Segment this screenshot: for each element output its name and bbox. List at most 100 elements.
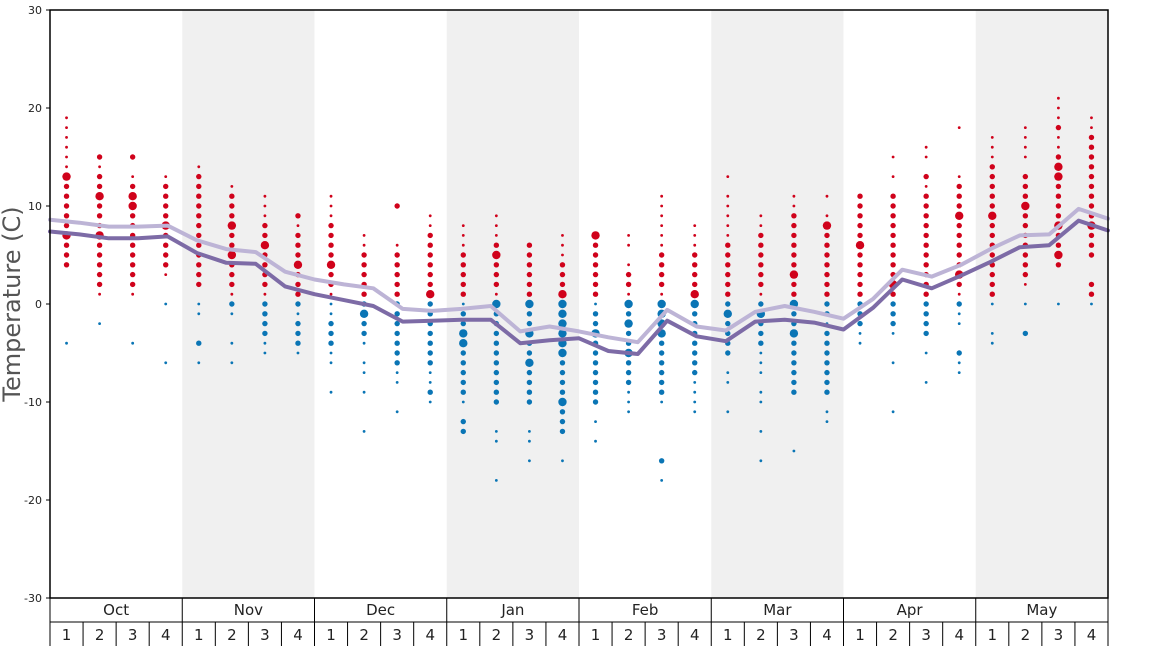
observation-dot xyxy=(426,290,435,299)
observation-dot xyxy=(1055,242,1062,248)
observation-dot xyxy=(461,302,465,306)
observation-dot xyxy=(96,213,103,219)
observation-dot xyxy=(890,193,896,199)
observation-dot xyxy=(924,351,928,355)
observation-dot xyxy=(526,262,533,268)
observation-dot xyxy=(1022,330,1029,337)
observation-dot xyxy=(592,360,599,366)
observation-dot xyxy=(1055,183,1062,190)
observation-dot xyxy=(96,183,103,190)
observation-dot xyxy=(625,379,632,386)
observation-dot xyxy=(657,299,666,309)
observation-dot xyxy=(362,371,366,374)
observation-dot xyxy=(361,252,367,258)
observation-dot xyxy=(989,173,995,180)
observation-dot xyxy=(329,302,333,306)
week-label: 4 xyxy=(425,626,435,644)
observation-dot xyxy=(63,222,70,229)
observation-dot xyxy=(890,252,896,258)
observation-dot xyxy=(460,379,466,386)
observation-dot xyxy=(1088,154,1095,160)
observation-dot xyxy=(128,192,137,201)
observation-dot xyxy=(758,340,764,346)
observation-dot xyxy=(98,322,101,325)
observation-dot xyxy=(326,260,336,269)
week-label: 4 xyxy=(822,626,832,644)
observation-dot xyxy=(857,291,863,297)
observation-dot xyxy=(857,222,863,229)
observation-dot xyxy=(460,252,466,258)
observation-dot xyxy=(559,271,566,278)
observation-dot xyxy=(329,390,333,394)
observation-dot xyxy=(957,361,961,365)
observation-dot xyxy=(660,292,664,296)
observation-dot xyxy=(561,243,564,247)
observation-dot xyxy=(362,234,366,237)
observation-dot xyxy=(857,281,863,288)
observation-dot xyxy=(229,281,235,288)
observation-dot xyxy=(163,213,169,219)
observation-dot xyxy=(526,252,533,258)
observation-dot xyxy=(824,360,830,366)
observation-dot xyxy=(492,250,501,260)
week-label: 3 xyxy=(789,626,799,644)
observation-dot xyxy=(692,252,698,258)
observation-dot xyxy=(263,351,267,355)
observation-dot xyxy=(956,222,962,229)
observation-dot xyxy=(627,234,630,237)
observation-dot xyxy=(660,204,664,208)
observation-dot xyxy=(230,341,234,345)
observation-dot xyxy=(329,194,333,198)
observation-dot xyxy=(989,291,995,297)
observation-dot xyxy=(428,214,432,218)
observation-dot xyxy=(559,281,566,288)
observation-dot xyxy=(1088,164,1095,170)
observation-dot xyxy=(855,241,865,250)
observation-dot xyxy=(65,126,68,129)
observation-dot xyxy=(725,252,731,258)
observation-dot xyxy=(824,389,830,395)
observation-dot xyxy=(95,192,104,201)
observation-dot xyxy=(427,271,433,278)
observation-dot xyxy=(824,301,830,307)
observation-dot xyxy=(197,302,201,306)
observation-dot xyxy=(561,253,564,257)
week-label: 3 xyxy=(657,626,667,644)
observation-dot xyxy=(592,291,599,297)
observation-dot xyxy=(658,350,665,356)
observation-dot xyxy=(989,222,995,229)
observation-dot xyxy=(394,360,400,366)
week-label: 2 xyxy=(756,626,766,644)
observation-dot xyxy=(63,193,70,199)
observation-dot xyxy=(526,369,533,376)
observation-dot xyxy=(329,351,333,355)
week-label: 2 xyxy=(492,626,502,644)
observation-dot xyxy=(822,221,832,230)
observation-dot xyxy=(230,361,234,365)
observation-dot xyxy=(328,252,334,258)
observation-dot xyxy=(460,281,466,288)
observation-dot xyxy=(295,301,301,307)
observation-dot xyxy=(1088,193,1095,199)
observation-dot xyxy=(196,271,202,278)
observation-dot xyxy=(658,262,665,268)
observation-dot xyxy=(658,360,665,366)
observation-dot xyxy=(890,291,896,297)
observation-dot xyxy=(824,340,830,346)
observation-dot xyxy=(824,242,830,248)
observation-dot xyxy=(956,203,962,209)
observation-dot xyxy=(163,242,169,248)
week-label: 3 xyxy=(1054,626,1064,644)
observation-dot xyxy=(726,194,730,198)
observation-dot xyxy=(725,262,731,268)
observation-dot xyxy=(359,309,369,318)
observation-dot xyxy=(361,330,367,337)
observation-dot xyxy=(891,361,895,365)
observation-dot xyxy=(229,193,235,199)
observation-dot xyxy=(129,262,136,268)
observation-dot xyxy=(658,389,665,395)
observation-dot xyxy=(96,281,103,288)
observation-dot xyxy=(660,479,664,482)
observation-dot xyxy=(63,183,70,190)
observation-dot xyxy=(395,371,399,374)
